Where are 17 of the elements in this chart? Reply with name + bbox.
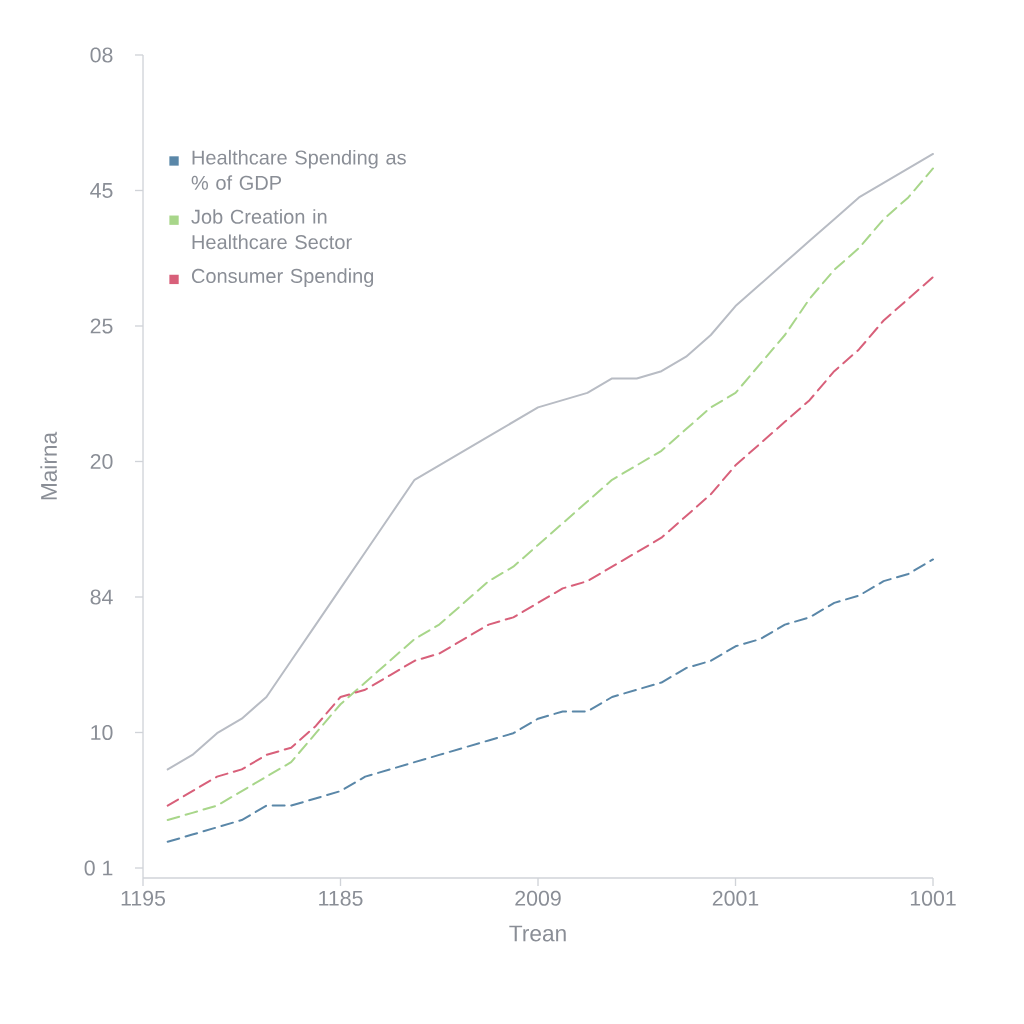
text: 45 [90,183,113,198]
text: 20 [90,453,113,470]
x-axis-title: Trean [509,925,566,942]
x-tick-label: 1195 [121,890,166,906]
legend-label: Healthcare Spending as % of GDP [191,149,406,190]
text: 08 [90,47,113,63]
x-tick-label: 1185 [319,890,363,906]
legend-label: Job Creation in Healthcare Sector [191,209,352,250]
text: 10 [91,724,113,741]
legend-label: Consumer Spending [191,268,374,287]
text: 25 [90,318,113,334]
text: 84 [90,589,113,605]
y-axis-title: Mairna [40,431,57,500]
x-tick-label: 1001 [910,890,956,906]
x-tick-label: 2001 [712,890,759,906]
x-tick-label: 2009 [515,890,561,906]
text: 0 1 [84,860,113,876]
